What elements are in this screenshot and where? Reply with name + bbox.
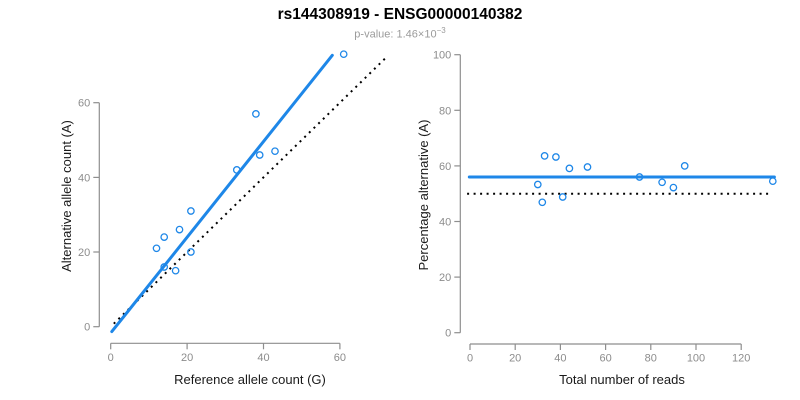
data-point	[271, 147, 279, 156]
data-point	[669, 183, 678, 192]
data-point	[152, 244, 161, 253]
chart-header: rs144308919 - ENSG00000140382 p-value: 1…	[0, 0, 800, 42]
data-point	[680, 162, 689, 170]
y-tick-label: 0	[84, 322, 90, 334]
data-point	[565, 164, 574, 173]
pvalue-exponent: −3	[436, 26, 446, 35]
x-tick-label: 40	[554, 353, 566, 365]
fit-line	[110, 53, 334, 334]
data-point	[538, 198, 547, 207]
y-tick-label: 20	[78, 247, 90, 259]
x-tick-label: 20	[509, 353, 521, 365]
data-point	[160, 233, 169, 241]
x-tick-label: 120	[732, 353, 750, 365]
y-tick-label: 20	[439, 272, 451, 284]
data-point	[552, 153, 560, 161]
x-tick-label: 80	[645, 353, 657, 365]
data-point	[175, 225, 184, 234]
data-point	[635, 173, 644, 181]
right-scatter-panel: 0 20 40 60 80 100 120 0 20 40 60 80 100	[433, 50, 777, 365]
y-tick-label: 40	[439, 217, 451, 229]
chart-title: rs144308919 - ENSG00000140382	[277, 6, 523, 23]
left-y-axis-title: Alternative allele count (A)	[59, 120, 74, 272]
data-point	[540, 152, 549, 160]
data-point	[583, 163, 592, 171]
data-point	[232, 166, 241, 174]
x-tick-label: 60	[599, 353, 611, 365]
chart-subtitle: p-value: 1.46×10−3	[0, 24, 800, 42]
x-tick-label: 0	[108, 352, 114, 364]
data-point	[339, 50, 348, 59]
data-point	[558, 193, 567, 201]
data-point	[255, 151, 264, 159]
right-y-axis-title: Percentage alternative (A)	[416, 119, 431, 270]
x-tick-label: 40	[257, 352, 269, 364]
right-x-axis-title: Total number of reads	[559, 372, 685, 387]
data-point	[187, 248, 195, 256]
y-tick-label: 80	[439, 105, 451, 117]
data-point	[187, 207, 195, 215]
data-point	[171, 266, 180, 275]
pvalue-text: p-value: 1.46×10	[354, 28, 437, 41]
left-scatter-panel: 0 20 40 60 0 20 40 60	[78, 50, 387, 364]
x-tick-label: 20	[181, 352, 193, 364]
data-point	[658, 178, 666, 187]
reference-dotted-line	[113, 57, 387, 325]
y-tick-label: 60	[78, 98, 90, 110]
data-point	[160, 263, 169, 271]
data-point	[533, 180, 542, 189]
y-tick-label: 60	[439, 161, 451, 173]
y-tick-label: 100	[433, 50, 451, 62]
y-tick-label: 0	[445, 328, 451, 340]
data-point	[252, 110, 260, 118]
y-tick-label: 40	[78, 172, 90, 184]
x-tick-label: 0	[467, 353, 473, 365]
x-tick-label: 100	[687, 353, 705, 365]
x-tick-label: 60	[334, 352, 346, 364]
data-point	[768, 177, 777, 186]
left-x-axis-title: Reference allele count (G)	[174, 372, 326, 387]
